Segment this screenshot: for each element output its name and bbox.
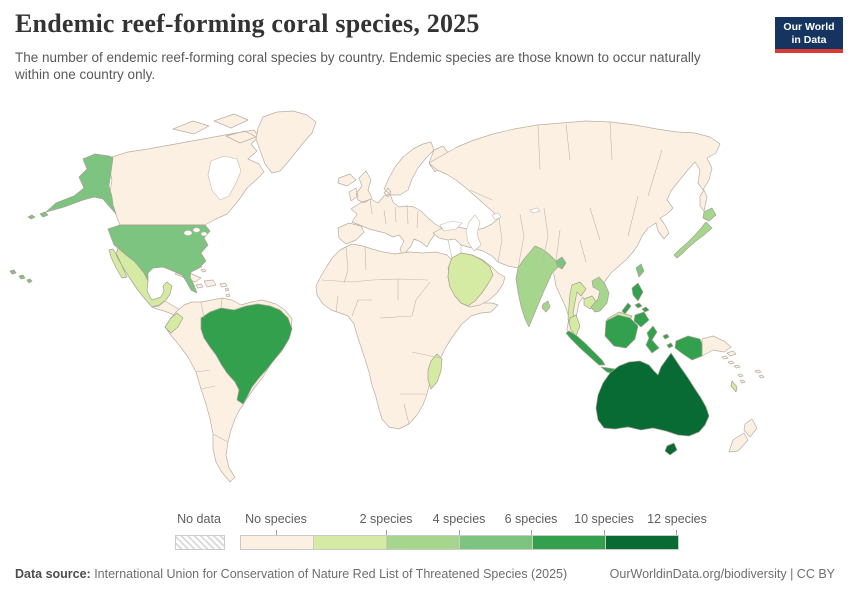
legend-bin-5[interactable] <box>606 536 678 549</box>
country-bangladesh[interactable] <box>555 256 567 270</box>
legend-bin-4[interactable] <box>533 536 606 549</box>
aral-sea <box>491 212 502 221</box>
owid-logo[interactable]: Our World in Data <box>775 17 843 53</box>
country-ecuador[interactable] <box>164 312 184 334</box>
country-brazil[interactable] <box>200 303 293 405</box>
caspian-sea <box>465 214 482 252</box>
page-title: Endemic reef-forming coral species, 2025 <box>15 9 480 38</box>
country-taiwan[interactable] <box>635 263 645 278</box>
country-sri-lanka[interactable] <box>541 300 551 313</box>
legend-bin-label-4: 10 species <box>574 512 634 526</box>
country-greenland[interactable] <box>255 110 317 174</box>
great-lakes <box>183 227 208 237</box>
country-philippines[interactable] <box>621 282 650 328</box>
country-india[interactable] <box>515 245 559 328</box>
country-borders <box>195 121 663 443</box>
owid-link[interactable]: OurWorldinData.org/biodiversity | CC BY <box>609 567 835 581</box>
chart-footer: Data source: International Union for Con… <box>15 567 835 581</box>
country-new-zealand[interactable] <box>728 418 758 453</box>
country-saudi-arabia-yemen[interactable] <box>447 252 494 307</box>
country-iceland[interactable] <box>337 173 357 187</box>
legend-bin-0[interactable] <box>241 536 314 549</box>
country-mexico[interactable] <box>108 247 173 308</box>
legend-no-data-label: No data <box>177 512 221 526</box>
legend-bin-label-0: No species <box>245 512 307 526</box>
page-subtitle: The number of endemic reef-forming coral… <box>15 50 701 82</box>
legend-tick <box>276 530 277 535</box>
hudson-bay <box>207 155 242 201</box>
legend-tick <box>459 530 460 535</box>
country-madagascar[interactable] <box>427 353 443 390</box>
country-japan[interactable] <box>673 207 717 259</box>
legend-no-data-swatch[interactable] <box>175 535 225 550</box>
legend-bin-label-2: 4 species <box>432 512 486 526</box>
legend-tick <box>676 530 677 535</box>
country-australia[interactable] <box>595 352 710 456</box>
country-united-states[interactable] <box>9 153 211 294</box>
legend-color-bar <box>240 535 679 550</box>
map-legend: No data No species 2 species 4 species 6… <box>175 512 707 554</box>
region-pacific-islands[interactable] <box>721 355 765 384</box>
legend-bin-3[interactable] <box>460 536 533 549</box>
country-papua-new-guinea[interactable] <box>701 335 737 357</box>
owid-logo-line1: Our World <box>783 21 835 33</box>
country-vietnam[interactable] <box>590 276 610 313</box>
legend-bin-label-1: 2 species <box>359 512 413 526</box>
legend-tick <box>604 530 605 535</box>
lake-balkhash <box>529 207 541 214</box>
data-source-text: Data source: International Union for Con… <box>15 567 568 581</box>
country-new-caledonia[interactable] <box>730 380 738 393</box>
legend-bin-2[interactable] <box>387 536 460 549</box>
legend-tick <box>531 530 532 535</box>
legend-bin-label-5: 12 species <box>647 512 707 526</box>
legend-bin-1[interactable] <box>314 536 387 549</box>
data-source-label: Data source: <box>15 567 91 581</box>
owid-logo-line2: in Data <box>791 33 827 46</box>
legend-bin-label-3: 6 species <box>504 512 558 526</box>
black-sea <box>439 220 463 232</box>
legend-tick <box>386 530 387 535</box>
region-europe[interactable] <box>337 141 450 256</box>
